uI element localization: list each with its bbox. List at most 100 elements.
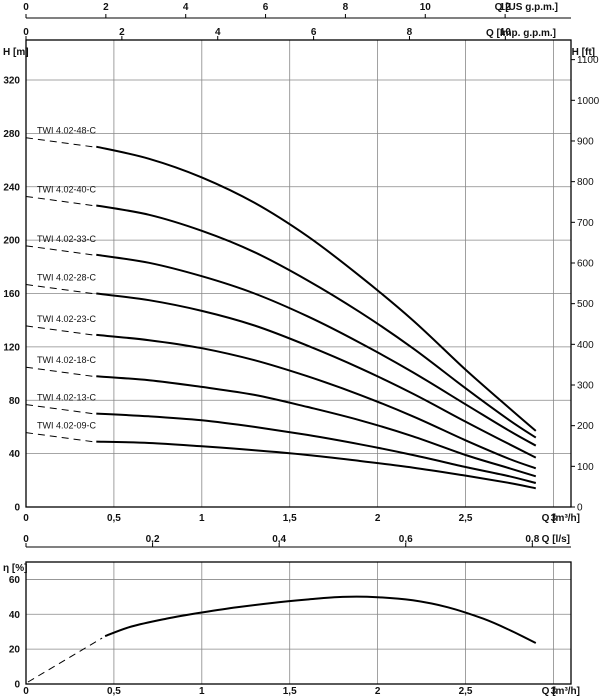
head-left-ticks: 0 40 80 120 160 200 240 280 320 — [3, 76, 20, 514]
eff-x-tick-label: 0,5 — [107, 686, 121, 697]
head-x-tick-label: 0,5 — [107, 513, 121, 524]
head-curve-8 — [96, 440, 537, 490]
head-right-tick-label: 700 — [577, 218, 594, 229]
top-axis-us: 0 2 4 6 8 10 12 Q [US g.p.m.] — [23, 2, 571, 19]
series-label: TWI 4.02-33-C — [37, 234, 97, 244]
efficiency-grid — [26, 562, 571, 684]
eff-tick-label: 20 — [9, 645, 21, 656]
curve-leadin — [25, 366, 93, 377]
head-right-tick-label: 1100 — [577, 55, 599, 66]
imp-tick-label: 10 — [500, 27, 512, 38]
top-axis-us-ticks: 0 2 4 6 8 10 12 — [23, 2, 511, 18]
us-tick-label: 12 — [500, 2, 512, 13]
ls-ticks: 0 0,2 0,4 0,6 0,8 — [23, 534, 540, 547]
head-left-tick-label: 240 — [3, 182, 20, 193]
head-y-label-right: H [ft] — [572, 47, 595, 58]
series-label: TWI 4.02-23-C — [37, 314, 97, 324]
efficiency-x-axis: 0 0,5 1 1,5 2 2,5 3 Q [m³/h] — [23, 686, 580, 697]
imp-tick-label: 0 — [23, 27, 29, 38]
eff-tick-label: 0 — [14, 680, 20, 691]
curve-leadin — [25, 137, 93, 148]
head-left-tick-label: 160 — [3, 289, 20, 300]
head-y-label-left: H [m] — [3, 47, 29, 58]
head-curve-7 — [96, 412, 537, 484]
head-left-tick-label: 320 — [3, 76, 20, 87]
head-x-tick-label: 2 — [375, 513, 381, 524]
eff-x-tick-label: 1 — [199, 686, 205, 697]
head-right-tick-label: 300 — [577, 380, 594, 391]
head-x-tick-label: 1 — [199, 513, 205, 524]
us-tick-label: 0 — [23, 2, 29, 13]
top-axis-us-label: Q [US g.p.m.] — [495, 2, 558, 13]
top-axis-imp-ticks: 0 2 4 6 8 10 — [23, 27, 511, 40]
head-x-tick-label: 0 — [23, 513, 29, 524]
head-curve-3 — [96, 253, 537, 447]
top-axis-imp-label: Q [Imp. g.p.m.] — [486, 28, 556, 39]
head-x-ticks: 0 0,5 1 1,5 2 2,5 3 — [23, 513, 556, 524]
head-plot-frame — [25, 39, 572, 508]
series-label: TWI 4.02-28-C — [37, 273, 97, 283]
efficiency-y-label: η [%] — [3, 563, 27, 574]
imp-tick-label: 8 — [407, 27, 413, 38]
series-label: TWI 4.02-40-C — [37, 184, 97, 194]
head-curve-5 — [96, 333, 537, 470]
head-curve-6 — [96, 375, 537, 478]
eff-x-tick-label: 3 — [551, 686, 557, 697]
head-right-tick-label: 0 — [577, 503, 583, 514]
head-left-tick-label: 280 — [3, 129, 20, 140]
eff-curve-line — [104, 595, 537, 644]
head-x-tick-label: 2,5 — [459, 513, 473, 524]
us-tick-label: 2 — [103, 2, 109, 13]
head-right-tick-label: 400 — [577, 340, 594, 351]
eff-curve-leadin — [27, 637, 103, 683]
series-label: TWI 4.02-13-C — [37, 393, 97, 403]
ls-tick-label: 0,8 — [525, 534, 539, 545]
efficiency-x-label: Q [m³/h] — [542, 686, 580, 697]
curve-leadin — [25, 195, 93, 206]
head-left-tick-label: 120 — [3, 342, 20, 353]
head-curve-2 — [96, 204, 537, 439]
head-grid — [26, 40, 571, 507]
curve-leadin — [25, 432, 93, 443]
efficiency-plot-frame — [25, 561, 572, 685]
ls-tick-label: 0,4 — [272, 534, 286, 545]
head-x-label: Q [m³/h] — [542, 513, 580, 524]
efficiency-curve — [27, 595, 537, 683]
head-left-tick-label: 40 — [9, 449, 21, 460]
eff-x-tick-label: 2 — [375, 686, 381, 697]
series-label: TWI 4.02-09-C — [37, 421, 97, 431]
eff-x-tick-label: 1,5 — [283, 686, 297, 697]
curve-leadin — [25, 245, 93, 256]
ls-tick-label: 0 — [23, 534, 29, 545]
head-right-tick-label: 100 — [577, 462, 594, 473]
head-left-tick-label: 0 — [14, 503, 20, 514]
head-curves: TWI 4.02-48-C TWI 4.02-40-C TWI 4.02-33-C T… — [25, 126, 537, 490]
curve-leadin — [25, 284, 93, 295]
head-right-tick-label: 900 — [577, 136, 594, 147]
head-right-tick-label: 1000 — [577, 96, 600, 107]
imp-tick-label: 4 — [215, 27, 221, 38]
ls-label: Q [l/s] — [542, 534, 570, 545]
head-right-tick-label: 500 — [577, 299, 594, 310]
us-tick-label: 10 — [420, 2, 432, 13]
head-right-tick-label: 800 — [577, 177, 594, 188]
eff-tick-label: 40 — [9, 610, 21, 621]
ls-tick-label: 0,6 — [399, 534, 413, 545]
efficiency-plot: η [%] 0 20 40 60 — [3, 561, 572, 691]
head-curve-1 — [96, 145, 537, 432]
eff-tick-label: 60 — [9, 575, 21, 586]
head-left-tick-label: 200 — [3, 236, 20, 247]
top-axis-imp: Q [Imp. g.p.m.] 0 2 4 6 8 10 — [23, 27, 556, 40]
head-x-tick-label: 1,5 — [283, 513, 297, 524]
series-label: TWI 4.02-48-C — [37, 126, 97, 136]
head-right-tick-label: 600 — [577, 258, 594, 269]
ls-axis: 0 0,2 0,4 0,6 0,8 Q [l/s] — [23, 534, 571, 548]
curve-leadin — [25, 325, 93, 336]
efficiency-y-ticks: 0 20 40 60 — [9, 575, 21, 691]
us-tick-label: 8 — [343, 2, 349, 13]
series-label: TWI 4.02-18-C — [37, 355, 97, 365]
us-tick-label: 4 — [183, 2, 189, 13]
eff-x-tick-label: 0 — [23, 686, 29, 697]
imp-tick-label: 6 — [311, 27, 317, 38]
